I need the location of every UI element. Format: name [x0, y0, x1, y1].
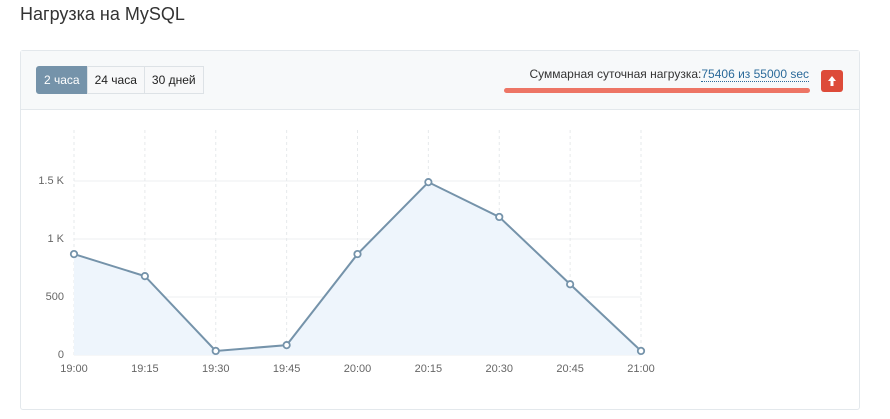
summary-label: Суммарная суточная нагрузка:: [529, 67, 702, 81]
point: [282, 341, 291, 350]
x-tick-label: 21:00: [627, 363, 655, 375]
summary: Суммарная суточная нагрузка:75406 из 550…: [529, 67, 809, 82]
y-tick-label: 1 K: [47, 233, 64, 245]
point: [636, 346, 646, 356]
tab[interactable]: 30 дней: [143, 66, 204, 94]
x-tick-label: 20:00: [344, 363, 372, 375]
x-tick-label: 20:15: [415, 363, 443, 375]
point: [566, 280, 575, 289]
x-tick-label: 19:00: [60, 363, 88, 375]
x-tick-label: 19:45: [273, 363, 301, 375]
tabs: 2 часа 24 часа 30 дней: [36, 66, 204, 94]
x-tick-label: 19:30: [202, 363, 230, 375]
area: [74, 182, 641, 355]
x-tick-label: 20:30: [485, 363, 513, 375]
point: [69, 249, 79, 259]
y-tick-label: 0: [58, 349, 64, 361]
tab[interactable]: 2 часа: [36, 66, 88, 94]
up-icon: [828, 76, 836, 86]
panel-header: 2 часа 24 часа 30 дней Суммарная суточна…: [21, 51, 859, 110]
point: [424, 178, 433, 187]
point: [140, 272, 149, 281]
alert-button[interactable]: [821, 70, 843, 92]
progress-bar: [504, 88, 810, 93]
point: [495, 212, 504, 222]
page-title: Нагрузка на MySQL: [20, 4, 185, 24]
point: [353, 249, 362, 259]
point: [211, 346, 220, 356]
y-tick-label: 1.5 K: [38, 175, 64, 187]
y-tick-label: 500: [46, 291, 64, 303]
tab[interactable]: 24 часа: [86, 66, 145, 94]
x-tick-label: 19:15: [131, 363, 159, 375]
panel: 2 часа 24 часа 30 дней Суммарная суточна…: [20, 50, 860, 410]
x-tick-label: 20:45: [556, 363, 584, 375]
summary-value[interactable]: 75406 из 55000 sec: [701, 67, 809, 82]
